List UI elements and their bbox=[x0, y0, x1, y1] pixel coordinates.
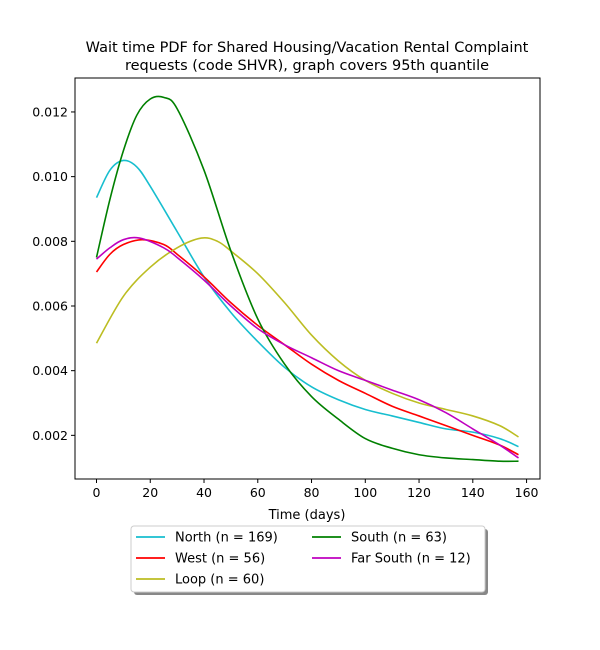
legend-label-0: North (n = 169) bbox=[175, 531, 278, 546]
x-tick-label: 40 bbox=[196, 485, 212, 500]
y-tick-label: 0.010 bbox=[32, 169, 68, 184]
series-line-2 bbox=[95, 237, 519, 438]
x-tick-label: 120 bbox=[407, 485, 431, 500]
legend-label-1: West (n = 56) bbox=[175, 552, 265, 567]
series-line-3 bbox=[95, 95, 519, 463]
plot-frame bbox=[74, 77, 541, 480]
x-axis-label: Time (days) bbox=[268, 508, 346, 523]
y-tick-label: 0.008 bbox=[32, 234, 68, 249]
x-tick-label: 80 bbox=[304, 485, 320, 500]
y-tick-label: 0.004 bbox=[32, 363, 68, 378]
legend-label-4: Far South (n = 12) bbox=[351, 552, 471, 567]
series-line-0 bbox=[95, 159, 519, 448]
x-tick-label: 160 bbox=[515, 485, 539, 500]
y-axis: 0.002 0.004 0.006 0.008 0.010 0.012 bbox=[32, 104, 75, 443]
series-line-4 bbox=[95, 236, 519, 459]
x-tick-label: 0 bbox=[93, 485, 101, 500]
legend: North (n = 169) West (n = 56) Loop (n = 60… bbox=[130, 525, 488, 595]
y-tick-label: 0.002 bbox=[32, 428, 68, 443]
x-axis: 0 20 40 60 80 100 120 140 160 bbox=[93, 479, 539, 500]
y-tick-label: 0.012 bbox=[32, 104, 68, 119]
x-tick-label: 60 bbox=[250, 485, 266, 500]
series-layer bbox=[95, 95, 519, 463]
x-tick-label: 100 bbox=[353, 485, 377, 500]
x-tick-label: 140 bbox=[461, 485, 485, 500]
y-tick-label: 0.006 bbox=[32, 298, 68, 313]
x-tick-label: 20 bbox=[142, 485, 158, 500]
series-line-1 bbox=[95, 238, 519, 456]
chart-title-line2: requests (code SHVR), graph covers 95th … bbox=[125, 58, 489, 74]
legend-label-3: South (n = 63) bbox=[351, 531, 447, 546]
legend-box bbox=[130, 525, 486, 593]
chart-title-line1: Wait time PDF for Shared Housing/Vacatio… bbox=[86, 40, 529, 56]
legend-label-2: Loop (n = 60) bbox=[175, 573, 264, 588]
